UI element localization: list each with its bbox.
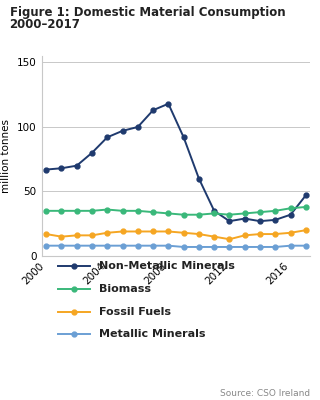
Biomass: [273, 208, 277, 213]
Biomass: [258, 210, 262, 214]
Fossil Fuels: [228, 237, 231, 242]
Biomass: [166, 211, 170, 216]
Line: Non-Metallic Minerals: Non-Metallic Minerals: [44, 101, 308, 224]
Text: Figure 1: Domestic Material Consumption: Figure 1: Domestic Material Consumption: [10, 6, 285, 19]
Metallic Minerals: [60, 243, 63, 248]
Fossil Fuels: [212, 234, 216, 239]
Biomass: [75, 208, 79, 213]
Metallic Minerals: [289, 243, 292, 248]
Non-Metallic Minerals: [273, 218, 277, 222]
Non-Metallic Minerals: [197, 176, 201, 181]
Metallic Minerals: [136, 243, 140, 248]
Metallic Minerals: [151, 243, 155, 248]
Fossil Fuels: [243, 233, 247, 238]
Non-Metallic Minerals: [289, 212, 292, 217]
Non-Metallic Minerals: [243, 216, 247, 221]
Fossil Fuels: [105, 230, 109, 235]
Non-Metallic Minerals: [258, 219, 262, 224]
Fossil Fuels: [273, 232, 277, 236]
Non-Metallic Minerals: [166, 101, 170, 106]
Fossil Fuels: [121, 229, 124, 234]
Biomass: [121, 208, 124, 213]
Text: Fossil Fuels: Fossil Fuels: [99, 306, 171, 317]
Non-Metallic Minerals: [75, 163, 79, 168]
Text: Source: CSO Ireland: Source: CSO Ireland: [220, 389, 310, 398]
Fossil Fuels: [197, 232, 201, 236]
Fossil Fuels: [258, 232, 262, 236]
Metallic Minerals: [121, 243, 124, 248]
Non-Metallic Minerals: [44, 167, 48, 172]
Non-Metallic Minerals: [304, 193, 308, 198]
Fossil Fuels: [90, 233, 94, 238]
Biomass: [212, 211, 216, 216]
Text: Non-Metallic Minerals: Non-Metallic Minerals: [99, 261, 235, 271]
Metallic Minerals: [44, 243, 48, 248]
Text: Biomass: Biomass: [99, 284, 151, 294]
Biomass: [304, 204, 308, 209]
Biomass: [44, 208, 48, 213]
Fossil Fuels: [75, 233, 79, 238]
Fossil Fuels: [44, 232, 48, 236]
Non-Metallic Minerals: [121, 128, 124, 133]
Fossil Fuels: [151, 229, 155, 234]
Line: Biomass: Biomass: [44, 204, 308, 217]
Metallic Minerals: [166, 243, 170, 248]
Non-Metallic Minerals: [105, 135, 109, 140]
Biomass: [105, 207, 109, 212]
Biomass: [289, 206, 292, 211]
Biomass: [151, 210, 155, 214]
Metallic Minerals: [228, 244, 231, 249]
Metallic Minerals: [304, 243, 308, 248]
Fossil Fuels: [136, 229, 140, 234]
Line: Metallic Minerals: Metallic Minerals: [44, 243, 308, 249]
Biomass: [90, 208, 94, 213]
Metallic Minerals: [182, 244, 186, 249]
Metallic Minerals: [273, 244, 277, 249]
Biomass: [182, 212, 186, 217]
Metallic Minerals: [105, 243, 109, 248]
Biomass: [228, 212, 231, 217]
Line: Fossil Fuels: Fossil Fuels: [44, 228, 308, 242]
Fossil Fuels: [166, 229, 170, 234]
Biomass: [197, 212, 201, 217]
Fossil Fuels: [304, 228, 308, 232]
Metallic Minerals: [197, 244, 201, 249]
Metallic Minerals: [258, 244, 262, 249]
Metallic Minerals: [212, 244, 216, 249]
Text: Metallic Minerals: Metallic Minerals: [99, 330, 206, 339]
Non-Metallic Minerals: [90, 150, 94, 155]
Fossil Fuels: [289, 230, 292, 235]
Non-Metallic Minerals: [182, 135, 186, 140]
Non-Metallic Minerals: [212, 208, 216, 213]
Text: 2000–2017: 2000–2017: [10, 18, 80, 31]
Biomass: [60, 208, 63, 213]
Non-Metallic Minerals: [60, 166, 63, 171]
Non-Metallic Minerals: [151, 108, 155, 112]
Non-Metallic Minerals: [136, 124, 140, 129]
Y-axis label: million tonnes: million tonnes: [1, 119, 12, 193]
Non-Metallic Minerals: [228, 219, 231, 224]
Metallic Minerals: [75, 243, 79, 248]
Biomass: [243, 211, 247, 216]
Metallic Minerals: [243, 244, 247, 249]
Fossil Fuels: [182, 230, 186, 235]
Fossil Fuels: [60, 234, 63, 239]
Biomass: [136, 208, 140, 213]
Metallic Minerals: [90, 243, 94, 248]
